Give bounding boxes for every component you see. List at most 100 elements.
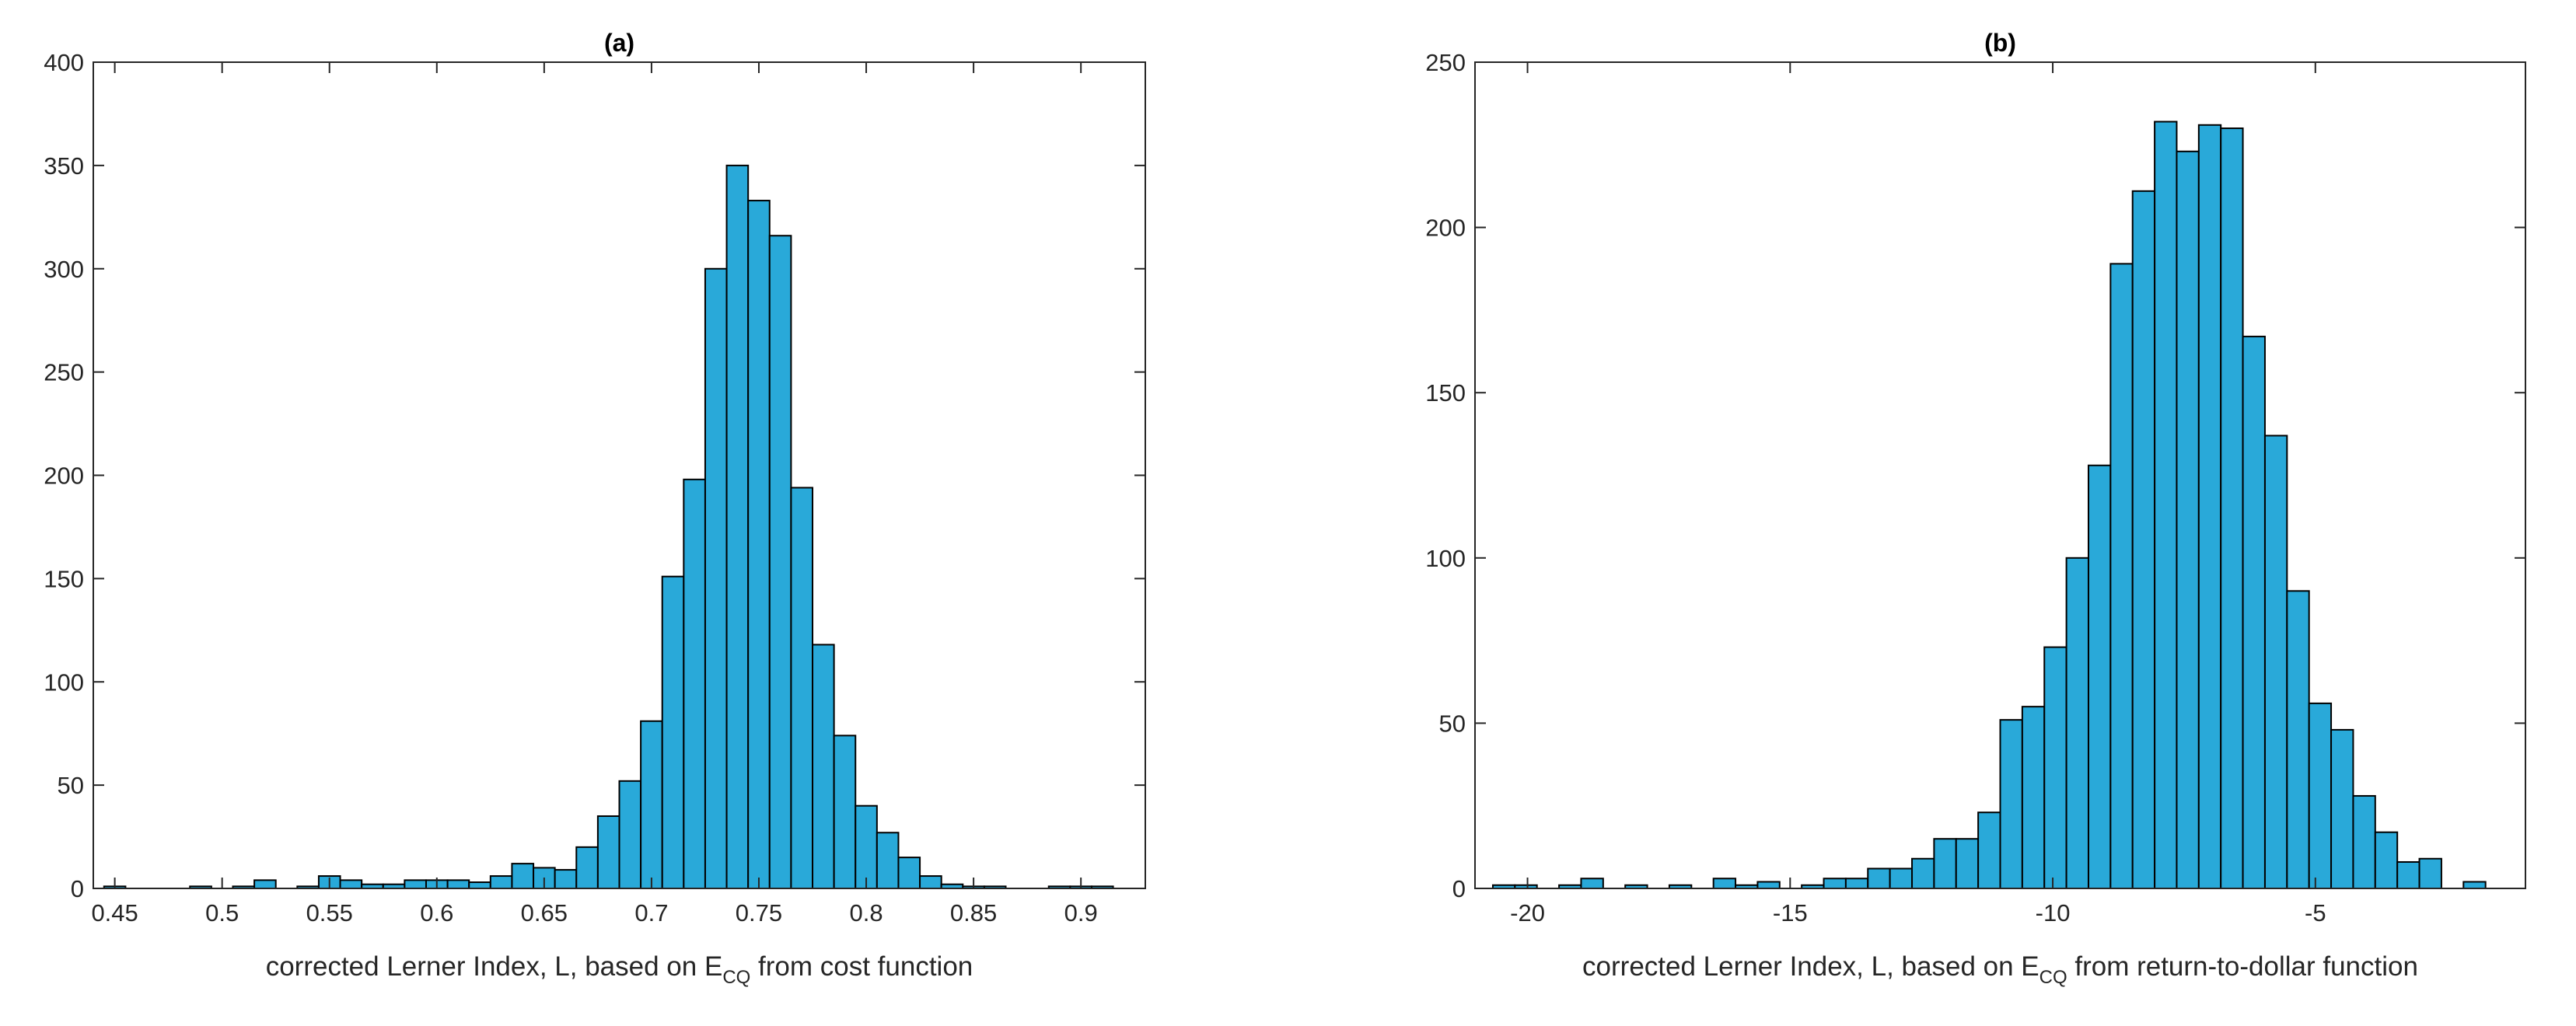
x-tick-label: 0.65 <box>521 899 568 927</box>
bar <box>768 235 792 890</box>
bar <box>747 200 771 889</box>
x-axis-label-tail: from return-to-dollar function <box>2067 951 2418 982</box>
axes-box <box>1474 61 2526 889</box>
bar <box>1756 881 1781 889</box>
y-tick-label: 400 <box>44 49 84 76</box>
x-tick-label: 0.5 <box>205 899 239 927</box>
bar <box>2374 831 2399 889</box>
bar <box>2087 464 2112 889</box>
x-axis-label: corrected Lerner Index, L, based on ECQ … <box>266 951 973 988</box>
x-tick-label: 0.9 <box>1064 899 1098 927</box>
x-tick-label: 0.6 <box>420 899 453 927</box>
bar <box>2021 706 2046 890</box>
y-tick-label: 250 <box>1425 49 1466 76</box>
bar <box>1867 867 1891 890</box>
x-axis-label-sub: CQ <box>722 967 750 988</box>
y-tick-label: 50 <box>58 772 84 799</box>
x-axis-label-text: corrected Lerner Index, L, based on E <box>1582 951 2039 982</box>
y-tick-label: 150 <box>44 565 84 592</box>
bar <box>2396 860 2420 890</box>
x-tick-label: -10 <box>2036 899 2071 927</box>
bar <box>1955 838 1980 889</box>
y-tick-label: 0 <box>1452 875 1466 902</box>
bar <box>2176 150 2200 889</box>
bar <box>2286 590 2310 889</box>
axes-box <box>93 61 1146 889</box>
x-tick-label: -5 <box>2305 899 2326 927</box>
bar <box>489 875 513 890</box>
bar <box>2418 857 2442 890</box>
bar <box>661 575 685 890</box>
bar <box>2330 728 2354 889</box>
bar <box>919 875 942 890</box>
y-tick-label: 50 <box>1439 710 1466 737</box>
bar <box>1911 857 1935 890</box>
bar <box>1823 878 1847 890</box>
bar <box>2308 702 2333 889</box>
y-tick-label: 350 <box>44 152 84 180</box>
chart-panel: -20 -15 -10 -5 0 50 100 150 200 250 (b) corrected L… <box>1425 29 2526 988</box>
bar <box>596 815 620 890</box>
x-tick-label: -20 <box>1510 899 1545 927</box>
y-tick-label: 100 <box>44 668 84 696</box>
x-axis-label-tail: from cost function <box>750 951 973 982</box>
bar <box>683 478 706 889</box>
bar <box>2462 881 2487 889</box>
bar <box>253 879 277 889</box>
bar <box>511 863 535 889</box>
bar <box>2065 557 2089 889</box>
bar <box>2220 127 2244 890</box>
bar <box>1999 719 2023 890</box>
y-tick-label: 0 <box>71 875 84 902</box>
bar <box>404 879 427 889</box>
chart-panel: 0.45 0.5 0.55 0.6 0.65 0.7 0.75 0.8 0.85 0.9 0 50 10… <box>44 29 1146 988</box>
bar <box>833 735 857 889</box>
y-tick-label: 200 <box>44 462 84 490</box>
bar <box>640 720 663 889</box>
chart-title: (b) <box>1984 29 2016 57</box>
bar <box>2263 434 2288 889</box>
y-tick-label: 250 <box>44 359 84 386</box>
bar <box>855 804 878 889</box>
bar <box>2352 794 2376 889</box>
bar <box>2154 120 2178 889</box>
bar <box>554 869 578 890</box>
bar <box>790 487 814 889</box>
x-axis-label-sub: CQ <box>2039 967 2067 988</box>
bar <box>1712 878 1737 890</box>
bar <box>618 780 642 889</box>
x-tick-label: 0.85 <box>950 899 997 927</box>
chart-title: (a) <box>604 29 634 57</box>
bar <box>339 879 363 889</box>
x-tick-label: 0.75 <box>736 899 782 927</box>
bar <box>876 832 900 890</box>
bar <box>2131 190 2156 889</box>
bar <box>1844 878 1869 890</box>
bar <box>1933 838 1957 889</box>
bar <box>2242 335 2266 889</box>
y-tick-label: 150 <box>1425 379 1466 407</box>
x-axis-label: corrected Lerner Index, L, based on ECQ … <box>1582 951 2418 988</box>
y-tick-label: 100 <box>1425 545 1466 572</box>
bar <box>1889 867 1914 890</box>
bar <box>812 644 835 889</box>
bar <box>468 881 491 889</box>
bar <box>2109 263 2134 889</box>
y-tick-label: 200 <box>1425 215 1466 242</box>
bar <box>2043 646 2067 889</box>
bar <box>725 164 750 889</box>
x-axis-label-text: corrected Lerner Index, L, based on E <box>266 951 723 982</box>
x-tick-label: 0.7 <box>634 899 668 927</box>
bar <box>446 879 470 889</box>
x-tick-label: 0.8 <box>849 899 883 927</box>
x-tick-label: -15 <box>1773 899 1808 927</box>
bar <box>2197 124 2222 889</box>
bar <box>1977 811 2001 889</box>
bar <box>704 267 728 889</box>
bar <box>575 846 599 889</box>
x-tick-label: 0.45 <box>91 899 138 927</box>
y-tick-label: 300 <box>44 256 84 283</box>
bar <box>1580 878 1604 890</box>
x-tick-label: 0.55 <box>306 899 353 927</box>
